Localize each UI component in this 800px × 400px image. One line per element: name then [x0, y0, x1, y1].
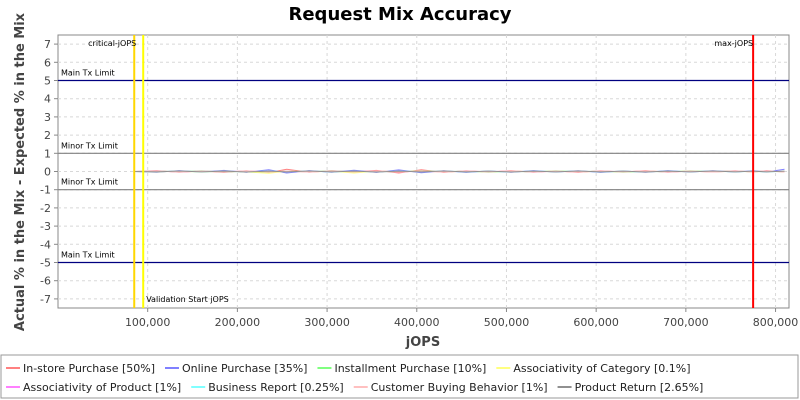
series-line-6: [134, 170, 785, 173]
h-limit-label: Main Tx Limit: [61, 251, 115, 260]
y-axis-label: Actual % in the Mix - Expected % in the …: [13, 12, 28, 331]
legend-box: [0, 354, 799, 399]
y-tick-label: -4: [40, 238, 51, 251]
legend-item-label: Product Return [2.65%]: [575, 381, 704, 394]
x-tick-label: 100,000: [125, 316, 171, 329]
x-axis-label: jOPS: [405, 335, 440, 350]
v-marker-label: critical-jOPS: [88, 39, 136, 48]
chart-title: Request Mix Accuracy: [288, 4, 511, 25]
series-line-7: [134, 170, 785, 173]
y-tick-label: 0: [44, 166, 51, 179]
y-tick-label: 2: [44, 129, 51, 142]
legend-item-label: Business Report [0.25%]: [208, 381, 344, 394]
reference-lines: Main Tx Limit Minor Tx Limit Minor Tx Limi…: [58, 35, 789, 308]
x-tick-label: 700,000: [663, 316, 709, 329]
v-marker-label: Validation Start jOPS: [146, 295, 229, 304]
legend-item-label: Customer Buying Behavior [1%]: [371, 381, 548, 394]
y-tick-label: -1: [40, 184, 51, 197]
legend-item-label: In-store Purchase [50%]: [23, 362, 155, 375]
y-tick-label: -6: [40, 275, 51, 288]
x-tick-label: 500,000: [484, 316, 530, 329]
y-tick-label: -5: [40, 257, 51, 270]
y-tick-label: -2: [40, 202, 51, 215]
legend-item-label: Associativity of Category [0.1%]: [513, 362, 690, 375]
h-limit-label: Minor Tx Limit: [61, 141, 118, 150]
x-tick-label: 200,000: [215, 316, 261, 329]
y-tick-label: 7: [44, 38, 51, 51]
v-marker-label: max-jOPS: [714, 39, 753, 48]
x-tick-label: 600,000: [573, 316, 619, 329]
y-tick-label: 4: [44, 93, 51, 106]
legend-item-label: Associativity of Product [1%]: [23, 381, 181, 394]
y-tick-label: 6: [44, 56, 51, 69]
h-limit-label: Main Tx Limit: [61, 69, 115, 78]
legend-item-label: Installment Purchase [10%]: [334, 362, 486, 375]
h-limit-label: Minor Tx Limit: [61, 178, 118, 187]
x-tick-label: 300,000: [304, 316, 350, 329]
x-tick-label: 400,000: [394, 316, 440, 329]
y-tick-label: 1: [44, 147, 51, 160]
axes: 7 6 5 4 3 2 1 0 -1 -2 -3 -4 -5 -6 -7 100,000 200,000 300,…: [40, 38, 798, 329]
legend: In-store Purchase [50%] Online Purchase […: [6, 362, 703, 394]
legend-item-label: Online Purchase [35%]: [182, 362, 307, 375]
series-group: [134, 168, 785, 174]
y-tick-label: 3: [44, 111, 51, 124]
y-tick-label: -7: [40, 293, 51, 306]
y-tick-label: 5: [44, 75, 51, 88]
x-tick-label: 800,000: [753, 316, 799, 329]
y-tick-label: -3: [40, 220, 51, 233]
